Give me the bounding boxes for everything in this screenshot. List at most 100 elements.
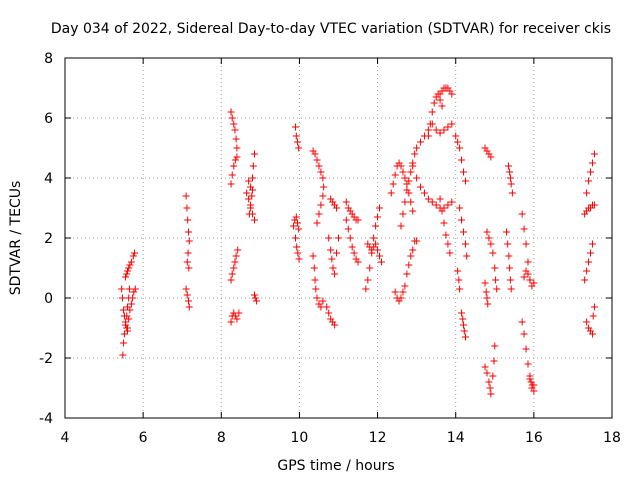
data-point: [354, 216, 362, 224]
series-arc-25: [391, 237, 421, 305]
data-point: [492, 276, 500, 284]
data-point: [487, 390, 495, 398]
data-point: [409, 207, 417, 215]
series-arc-48: [581, 240, 596, 284]
data-point: [366, 264, 374, 272]
data-point: [320, 183, 328, 191]
data-point: [413, 144, 421, 152]
data-point: [126, 306, 134, 314]
series-arc-41: [503, 228, 515, 293]
series-arc-47: [583, 150, 598, 197]
data-point: [250, 150, 258, 158]
series-arc-05: [182, 192, 193, 272]
series-arc-11: [243, 177, 258, 224]
data-point: [508, 189, 516, 197]
data-point: [292, 213, 300, 221]
data-point: [448, 198, 456, 206]
data-point: [454, 267, 462, 275]
data-point: [123, 270, 131, 278]
x-tick-label: 6: [139, 430, 148, 446]
data-point: [590, 150, 598, 158]
data-point: [399, 168, 407, 176]
data-point: [389, 180, 397, 188]
y-tick-label: 8: [44, 51, 53, 67]
data-point: [227, 318, 235, 326]
chart-title: Day 034 of 2022, Sidereal Day-to-day VTE…: [51, 21, 611, 37]
data-point: [234, 246, 242, 254]
data-point: [131, 249, 139, 257]
data-point: [342, 216, 350, 224]
axis-ticks: [64, 57, 613, 419]
data-point: [506, 168, 514, 176]
data-point: [185, 303, 193, 311]
data-point: [483, 228, 491, 236]
data-point: [458, 309, 466, 317]
data-point: [182, 192, 190, 200]
data-point: [587, 168, 595, 176]
data-point: [409, 162, 417, 170]
data-point: [290, 222, 298, 230]
data-point: [588, 240, 596, 248]
data-point: [436, 195, 444, 203]
data-point: [243, 189, 251, 197]
data-point: [485, 234, 493, 242]
data-point: [184, 297, 192, 305]
data-point: [122, 273, 130, 281]
data-point: [491, 342, 499, 350]
data-point: [227, 276, 235, 284]
series-arc-36: [481, 144, 495, 161]
data-point: [325, 234, 333, 242]
data-point: [587, 249, 595, 257]
series-arc-32: [452, 132, 469, 185]
series-arc-14: [292, 123, 303, 152]
data-point: [232, 135, 240, 143]
data-point: [397, 222, 405, 230]
series-arc-21: [342, 198, 362, 224]
data-point: [585, 177, 593, 185]
data-point: [344, 225, 352, 233]
data-point: [583, 267, 591, 275]
data-point: [507, 285, 515, 293]
data-point: [313, 156, 321, 164]
data-point: [589, 312, 597, 320]
data-point: [182, 285, 190, 293]
series-arc-49: [583, 303, 598, 338]
data-point: [120, 312, 128, 320]
data-point: [481, 279, 489, 287]
data-point: [411, 150, 419, 158]
data-point: [426, 120, 434, 128]
y-tick-label: 0: [44, 291, 53, 307]
series-arc-13: [250, 291, 260, 305]
data-point: [456, 144, 464, 152]
data-point: [342, 198, 350, 206]
series-arc-04: [124, 285, 139, 332]
data-point: [491, 264, 499, 272]
data-point: [125, 264, 133, 272]
data-point: [230, 162, 238, 170]
data-point: [461, 240, 469, 248]
data-point: [317, 303, 325, 311]
data-point: [460, 327, 468, 335]
data-point: [530, 381, 538, 389]
data-point: [294, 249, 302, 257]
data-point: [124, 267, 132, 275]
series-arc-44: [518, 318, 538, 395]
data-point: [333, 249, 341, 257]
data-point: [329, 264, 337, 272]
data-point: [377, 258, 385, 266]
data-point: [505, 252, 513, 260]
data-point: [126, 261, 134, 269]
data-point: [460, 321, 468, 329]
series-arc-23: [362, 204, 384, 293]
x-tick-label: 18: [603, 430, 621, 446]
series-arc-28: [409, 162, 456, 212]
data-point: [325, 309, 333, 317]
series-arc-07: [227, 108, 241, 152]
data-point: [315, 162, 323, 170]
data-point: [428, 108, 436, 116]
data-point: [507, 180, 515, 188]
data-point: [524, 258, 532, 266]
data-point: [463, 252, 471, 260]
series-arc-37: [483, 228, 501, 293]
data-point: [130, 288, 138, 296]
